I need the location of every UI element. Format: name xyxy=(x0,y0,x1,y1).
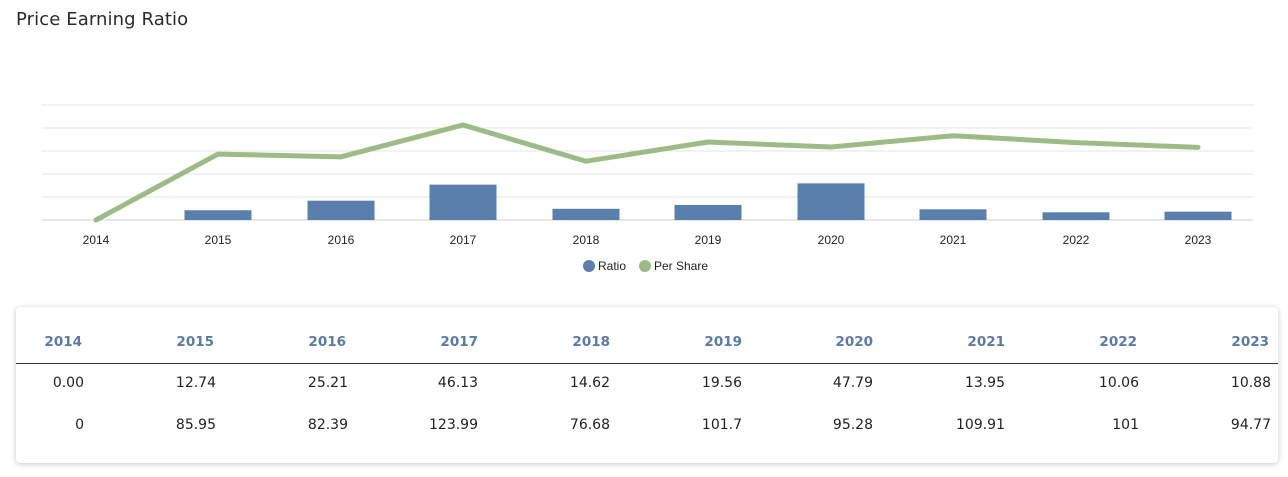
bar-ratio-2020 xyxy=(797,183,865,220)
bar-ratio-2021 xyxy=(919,209,987,220)
legend-marker-per-share xyxy=(639,260,651,272)
ratio-cell-2021: 13.95 xyxy=(964,375,1005,391)
bar-ratio-2022 xyxy=(1042,212,1110,220)
header-cell-2021: 2021 xyxy=(967,334,1005,350)
ratio-cell-2023: 10.88 xyxy=(1230,375,1271,391)
x-tick-label-2017: 2017 xyxy=(450,233,477,247)
ratio-cell-2022: 10.06 xyxy=(1098,375,1139,391)
ratio-cell-2020: 47.79 xyxy=(832,375,873,391)
table-row-per-share: 0 85.95 82.39 123.99 76.68 101.7 95.28 1… xyxy=(16,417,1278,437)
legend: Ratio Per Share xyxy=(583,259,708,273)
x-tick-label-2018: 2018 xyxy=(573,233,600,247)
per-share-cell-2017: 123.99 xyxy=(429,417,478,433)
ratio-cell-2016: 25.21 xyxy=(307,375,348,391)
per-share-cell-2023: 94.77 xyxy=(1230,417,1271,433)
x-tick-label-2022: 2022 xyxy=(1063,233,1090,247)
x-tick-label-2021: 2021 xyxy=(940,233,967,247)
bar-ratio-2023 xyxy=(1164,211,1232,220)
per-share-cell-2021: 109.91 xyxy=(956,417,1005,433)
header-cell-2022: 2022 xyxy=(1099,334,1137,350)
table-header-row: 2014 2015 2016 2017 2018 2019 2020 2021 … xyxy=(16,334,1278,354)
table-header-divider xyxy=(16,363,1278,364)
data-table: 2014 2015 2016 2017 2018 2019 2020 2021 … xyxy=(16,307,1278,463)
legend-label-ratio: Ratio xyxy=(598,259,626,273)
header-cell-2020: 2020 xyxy=(835,334,873,350)
per-share-cell-2018: 76.68 xyxy=(569,417,610,433)
header-cell-2016: 2016 xyxy=(308,334,346,350)
per-share-cell-2014: 0 xyxy=(75,417,84,433)
x-tick-label-2023: 2023 xyxy=(1185,233,1212,247)
bar-ratio-2019 xyxy=(674,205,742,220)
per-share-cell-2020: 95.28 xyxy=(832,417,873,433)
legend-marker-ratio xyxy=(583,260,595,272)
per-share-cell-2019: 101.7 xyxy=(701,417,742,433)
series-line-per-share xyxy=(93,122,1201,223)
page-title: Price Earning Ratio xyxy=(16,9,189,30)
table-row-ratio: 0.00 12.74 25.21 46.13 14.62 19.56 47.79… xyxy=(16,375,1278,395)
x-tick-label-2020: 2020 xyxy=(818,233,845,247)
per-share-cell-2016: 82.39 xyxy=(307,417,348,433)
ratio-cell-2018: 14.62 xyxy=(569,375,610,391)
price-earning-chart: 2014 2015 2016 2017 2018 2019 2020 2021 2022 2023… xyxy=(42,104,1253,273)
header-cell-2015: 2015 xyxy=(176,334,214,350)
header-cell-2017: 2017 xyxy=(440,334,478,350)
bar-ratio-2018 xyxy=(552,208,620,220)
bar-ratio-2017 xyxy=(429,184,497,220)
header-cell-2014: 2014 xyxy=(44,334,82,350)
legend-label-per-share: Per Share xyxy=(654,259,708,273)
ratio-cell-2017: 46.13 xyxy=(437,375,478,391)
header-cell-2023: 2023 xyxy=(1231,334,1269,350)
per-share-cell-2015: 85.95 xyxy=(175,417,216,433)
bar-ratio-2016 xyxy=(307,200,375,220)
bar-ratio-2015 xyxy=(184,210,252,220)
header-cell-2018: 2018 xyxy=(572,334,610,350)
x-tick-label-2016: 2016 xyxy=(328,233,355,247)
header-cell-2019: 2019 xyxy=(704,334,742,350)
per-share-cell-2022: 101 xyxy=(1112,417,1139,433)
x-tick-label-2019: 2019 xyxy=(695,233,722,247)
ratio-cell-2019: 19.56 xyxy=(701,375,742,391)
x-tick-label-2015: 2015 xyxy=(205,233,232,247)
ratio-cell-2014: 0.00 xyxy=(52,375,84,391)
x-tick-label-2014: 2014 xyxy=(83,233,110,247)
ratio-cell-2015: 12.74 xyxy=(175,375,216,391)
